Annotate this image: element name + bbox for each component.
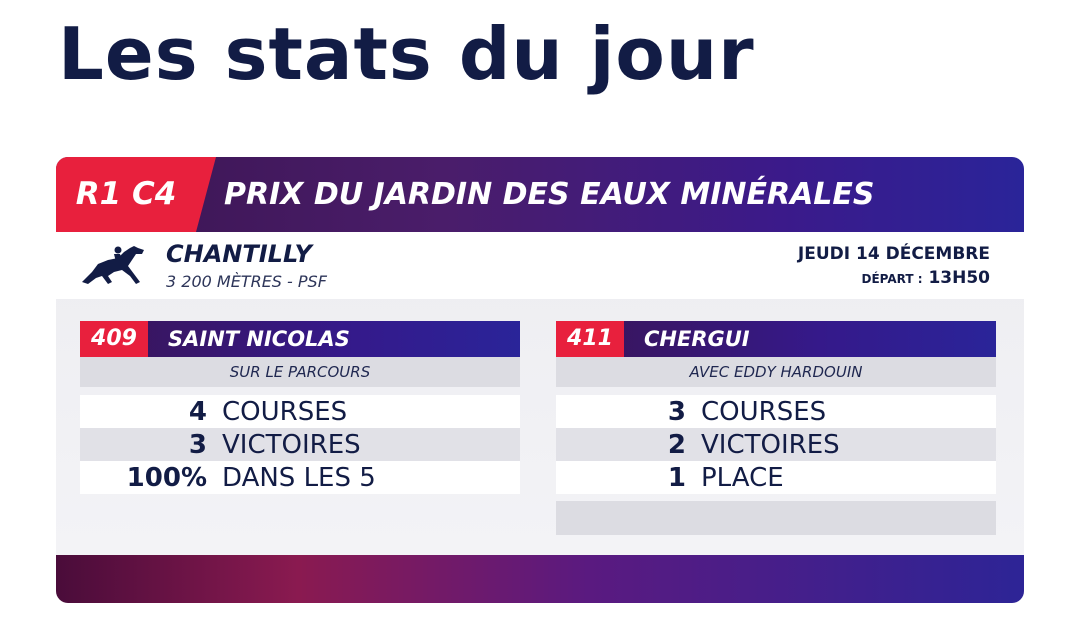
race-header: R1 C4 PRIX DU JARDIN DES EAUX MINÉRALES bbox=[56, 157, 1024, 232]
galloping-horse-icon bbox=[82, 246, 144, 284]
horse-name: CHERGUI bbox=[644, 327, 750, 351]
panel-filler bbox=[556, 501, 996, 535]
stat-row: 2 VICTOIRES bbox=[556, 428, 996, 461]
card-footer bbox=[56, 555, 1024, 603]
stat-row: 4 COURSES bbox=[80, 395, 520, 428]
race-name: PRIX DU JARDIN DES EAUX MINÉRALES bbox=[224, 177, 875, 212]
race-code: R1 C4 bbox=[56, 157, 216, 232]
horse-number: 411 bbox=[556, 321, 624, 357]
horse-name: SAINT NICOLAS bbox=[168, 327, 350, 351]
stat-label: PLACE bbox=[701, 462, 784, 493]
race-distance: 3 200 MÈTRES - PSF bbox=[166, 272, 327, 291]
stat-label: VICTOIRES bbox=[222, 429, 361, 460]
stat-row: 3 VICTOIRES bbox=[80, 428, 520, 461]
horse-header: 411 CHERGUI bbox=[556, 321, 996, 357]
horse-panel-411: 411 CHERGUI AVEC EDDY HARDOUIN 3 COURSES… bbox=[556, 321, 996, 494]
venue-name: CHANTILLY bbox=[166, 240, 312, 268]
stat-value: 100% bbox=[126, 462, 207, 493]
race-departure: DÉPART : 13H50 bbox=[862, 268, 990, 288]
horse-number: 409 bbox=[80, 321, 148, 357]
stat-value: 2 bbox=[667, 429, 686, 460]
race-stats-card: R1 C4 PRIX DU JARDIN DES EAUX MINÉRALES … bbox=[56, 157, 1024, 603]
stat-row: 3 COURSES bbox=[556, 395, 996, 428]
stat-label: COURSES bbox=[701, 396, 827, 427]
stat-row: 100% DANS LES 5 bbox=[80, 461, 520, 494]
stat-value: 1 bbox=[667, 462, 686, 493]
race-date: JEUDI 14 DÉCEMBRE bbox=[797, 244, 990, 264]
stat-value: 4 bbox=[188, 396, 207, 427]
horse-subtitle: AVEC EDDY HARDOUIN bbox=[556, 357, 996, 387]
stat-label: VICTOIRES bbox=[701, 429, 840, 460]
stat-label: COURSES bbox=[222, 396, 348, 427]
stat-value: 3 bbox=[188, 429, 207, 460]
page-title: Les stats du jour bbox=[58, 12, 755, 96]
horse-header: 409 SAINT NICOLAS bbox=[80, 321, 520, 357]
stat-row: 1 PLACE bbox=[556, 461, 996, 494]
horse-panel-409: 409 SAINT NICOLAS SUR LE PARCOURS 4 COUR… bbox=[80, 321, 520, 494]
venue-bar: CHANTILLY 3 200 MÈTRES - PSF JEUDI 14 DÉ… bbox=[56, 232, 1024, 299]
departure-time: 13H50 bbox=[928, 268, 990, 288]
stat-value: 3 bbox=[667, 396, 686, 427]
stat-label: DANS LES 5 bbox=[222, 462, 376, 493]
departure-label: DÉPART : bbox=[861, 272, 923, 286]
horse-subtitle: SUR LE PARCOURS bbox=[80, 357, 520, 387]
